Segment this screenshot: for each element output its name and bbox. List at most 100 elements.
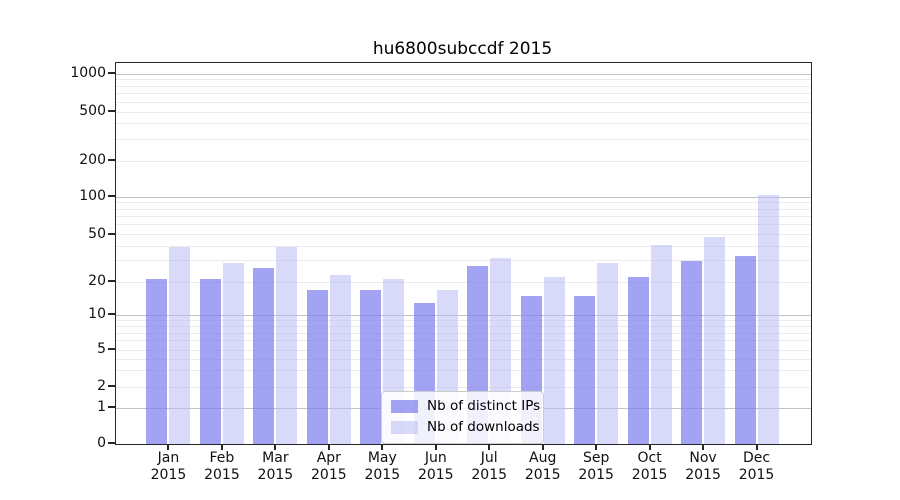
y-tick-mark-0 [108, 442, 115, 444]
y-tick-label-5: 5 [97, 341, 106, 357]
x-tick-label-aug: Aug 2015 [511, 450, 575, 484]
gridline-minor-5 [116, 349, 811, 351]
legend-label-downloads: Nb of downloads [427, 419, 540, 435]
bar-downloads-mar [276, 247, 298, 444]
x-tick-label-apr: Apr 2015 [297, 450, 361, 484]
gridline-minor-500 [116, 111, 811, 113]
gridline-minor-8 [116, 325, 811, 327]
y-tick-mark-500 [108, 110, 115, 112]
y-tick-mark-10 [108, 313, 115, 315]
legend: Nb of distinct IPs Nb of downloads [381, 391, 544, 444]
bar-downloads-apr [329, 274, 351, 444]
y-tick-mark-100 [108, 195, 115, 197]
gridline-minor-800 [116, 85, 811, 87]
gridline-minor-50 [116, 234, 811, 235]
y-tick-label-1: 1 [97, 399, 106, 415]
x-tick-year: 2015 [471, 467, 508, 483]
y-tick-label-100: 100 [79, 188, 106, 204]
gridline-minor-30 [116, 260, 811, 262]
gridline-minor-300 [116, 138, 811, 140]
x-tick-mark-sep [595, 444, 598, 450]
gridline-minor-200 [116, 160, 811, 162]
gridline-minor-700 [116, 93, 811, 95]
x-tick-mark-jun [434, 444, 437, 450]
bar-distinct-ips-jan [146, 279, 168, 444]
x-tick-mark-jan [167, 444, 170, 450]
x-tick-month: Jul [480, 450, 498, 466]
x-tick-year: 2015 [311, 467, 347, 483]
x-tick-mark-may [381, 444, 384, 450]
gridline-minor-6 [116, 340, 811, 342]
x-tick-label-jan: Jan 2015 [136, 450, 200, 484]
x-tick-label-oct: Oct 2015 [618, 450, 682, 484]
gridline-minor-400 [116, 123, 811, 125]
gridline-minor-90 [116, 202, 811, 204]
x-tick-month: Mar [262, 450, 289, 466]
x-tick-mark-feb [220, 444, 223, 450]
x-tick-month: Jun [424, 450, 447, 466]
x-tick-mark-oct [648, 444, 651, 450]
gridline-minor-60 [116, 224, 811, 226]
bar-distinct-ips-may [360, 289, 382, 444]
plot-area: Nb of distinct IPs Nb of downloads [115, 62, 812, 445]
x-tick-year: 2015 [524, 467, 561, 483]
x-tick-year: 2015 [150, 467, 187, 483]
x-tick-month: May [367, 450, 397, 466]
chart-title: hu6800subccdf 2015 [372, 39, 553, 59]
y-tick-label-500: 500 [79, 103, 106, 119]
y-tick-mark-2 [108, 385, 115, 387]
x-tick-month: Feb [209, 450, 235, 466]
y-tick-mark-1000 [108, 72, 115, 74]
bar-distinct-ips-feb [199, 279, 221, 444]
y-tick-mark-5 [108, 348, 115, 350]
gridline-minor-9 [116, 319, 811, 321]
x-tick-mark-aug [541, 444, 544, 450]
x-tick-mark-dec [755, 444, 758, 450]
gridline-minor-600 [116, 101, 811, 103]
bar-distinct-ips-mar [253, 268, 275, 444]
gridline-minor-80 [116, 208, 811, 210]
y-tick-mark-20 [108, 280, 115, 282]
x-tick-year: 2015 [738, 467, 775, 483]
x-tick-year: 2015 [631, 467, 668, 483]
x-tick-label-dec: Dec 2015 [725, 450, 789, 484]
y-tick-label-1000: 1000 [70, 65, 106, 81]
gridline-minor-900 [116, 79, 811, 81]
x-tick-month: Apr [316, 450, 341, 466]
x-tick-year: 2015 [257, 467, 294, 483]
bar-downloads-dec [757, 194, 779, 444]
gridline-minor-3 [116, 370, 811, 372]
x-tick-mark-nov [702, 444, 705, 450]
gridline-major-1000 [116, 73, 811, 75]
bar-distinct-ips-nov [681, 260, 703, 444]
gridline-minor-7 [116, 332, 811, 334]
bar-distinct-ips-oct [627, 277, 649, 444]
y-tick-mark-200 [108, 159, 115, 161]
y-tick-mark-50 [108, 232, 115, 235]
bar-downloads-oct [650, 244, 672, 444]
x-tick-year: 2015 [417, 467, 454, 483]
x-tick-label-feb: Feb 2015 [190, 450, 254, 484]
y-tick-label-50: 50 [88, 225, 106, 242]
x-tick-year: 2015 [204, 467, 240, 483]
x-tick-month: Oct [637, 450, 662, 466]
x-tick-label-may: May 2015 [350, 450, 414, 484]
x-tick-month: Nov [689, 450, 717, 466]
gridline-major-100 [116, 196, 811, 198]
gridline-minor-70 [116, 215, 811, 217]
x-tick-mark-apr [327, 444, 330, 450]
bar-downloads-nov [704, 236, 726, 444]
x-tick-label-mar: Mar 2015 [243, 450, 307, 484]
x-tick-month: Sep [582, 450, 610, 466]
gridline-major-10 [116, 314, 811, 316]
gridline-minor-4 [116, 358, 811, 360]
x-tick-year: 2015 [685, 467, 721, 483]
bar-distinct-ips-apr [306, 289, 328, 444]
y-tick-label-10: 10 [88, 306, 106, 322]
bar-downloads-aug [543, 277, 565, 444]
x-tick-year: 2015 [578, 467, 614, 483]
gridline-minor-20 [116, 281, 811, 283]
x-tick-label-jul: Jul 2015 [457, 450, 521, 484]
bar-distinct-ips-sep [574, 295, 596, 444]
legend-swatch-distinct-ips-icon [391, 400, 418, 413]
